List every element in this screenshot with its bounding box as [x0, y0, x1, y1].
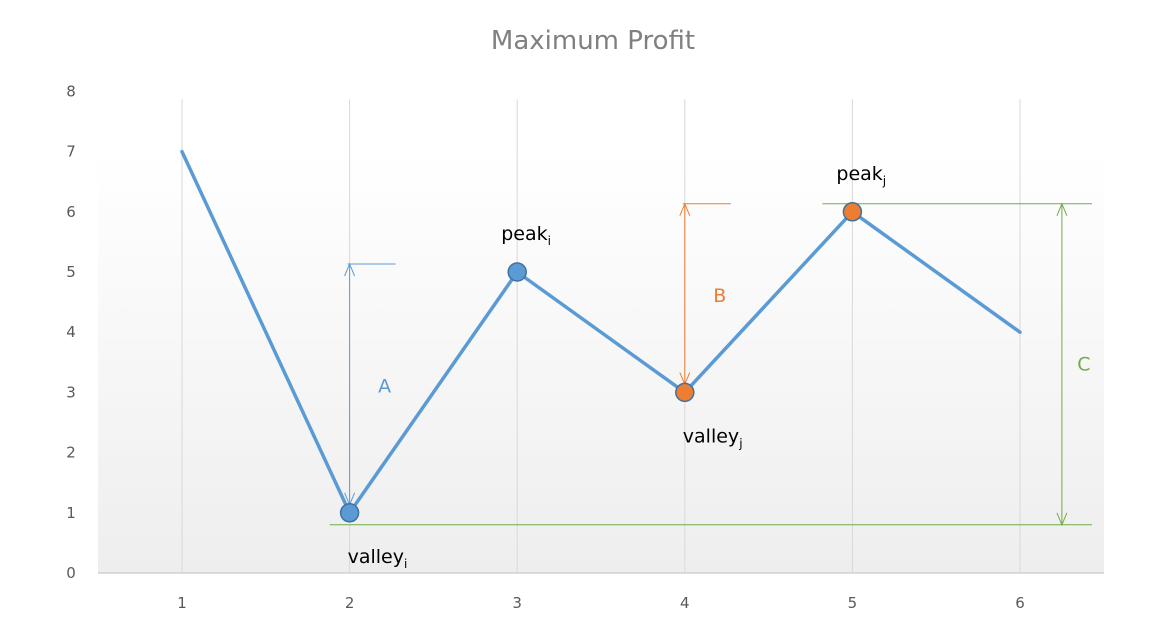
y-tick-label: 3 — [66, 383, 76, 401]
range-arrowhead — [1056, 512, 1068, 527]
marker-valley-j — [675, 382, 695, 403]
range-arrowhead — [679, 202, 691, 216]
y-tick-label: 5 — [66, 263, 76, 281]
marker-peak-j — [842, 202, 863, 222]
x-tick-label: 5 — [848, 594, 858, 612]
y-tick-label: 0 — [66, 564, 76, 582]
annotation-valley-j: valleyj — [683, 425, 743, 450]
marker-peak-i — [507, 262, 527, 282]
x-tick-label: 1 — [177, 594, 187, 612]
range-label-b: B — [713, 285, 726, 307]
x-tick-label: 6 — [1015, 594, 1025, 612]
range-arrowhead — [1056, 202, 1068, 216]
y-tick-label: 4 — [66, 323, 76, 341]
y-tick-label: 2 — [66, 444, 76, 462]
y-tick-label: 6 — [66, 203, 76, 221]
annotation-peak-i: peaki — [501, 223, 551, 248]
series-line — [180, 149, 1022, 515]
y-tick-label: 7 — [66, 143, 76, 161]
range-arrowhead — [344, 262, 356, 277]
range-label-c: C — [1077, 353, 1090, 375]
x-tick-label: 2 — [345, 594, 355, 612]
y-tick-label: 8 — [66, 82, 76, 100]
y-tick-label: 1 — [66, 504, 76, 522]
annotation-peak-j: peakj — [836, 163, 886, 188]
plot-background — [98, 150, 1104, 573]
chart-title: Maximum Profit — [491, 26, 695, 56]
marker-valley-i — [339, 503, 360, 523]
x-tick-label: 4 — [680, 594, 690, 612]
range-label-a: A — [378, 375, 391, 397]
annotation-valley-i: valleyi — [348, 546, 408, 571]
x-tick-label: 3 — [512, 594, 522, 612]
